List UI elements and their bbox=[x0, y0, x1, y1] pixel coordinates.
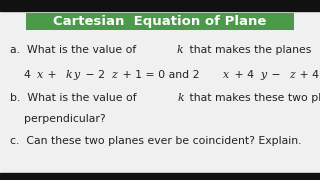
Text: y: y bbox=[260, 70, 266, 80]
Text: x: x bbox=[36, 70, 43, 80]
Bar bbox=[0, 0, 320, 11]
Text: perpendicular?: perpendicular? bbox=[10, 114, 105, 124]
Text: 4: 4 bbox=[10, 70, 30, 80]
Text: +: + bbox=[44, 70, 60, 80]
Text: b.  What is the value of: b. What is the value of bbox=[10, 93, 140, 103]
Text: z: z bbox=[289, 70, 295, 80]
Text: z: z bbox=[111, 70, 117, 80]
Text: y: y bbox=[74, 70, 80, 80]
Text: + 1 = 0 and 2: + 1 = 0 and 2 bbox=[119, 70, 199, 80]
Text: that makes the planes: that makes the planes bbox=[186, 45, 311, 55]
Text: k: k bbox=[178, 93, 184, 103]
Text: x: x bbox=[223, 70, 229, 80]
Text: k: k bbox=[65, 70, 72, 80]
Text: + 4 = 0 parallel?: + 4 = 0 parallel? bbox=[296, 70, 320, 80]
Text: −: − bbox=[268, 70, 284, 80]
Text: c.  Can these two planes ever be coincident? Explain.: c. Can these two planes ever be coincide… bbox=[10, 136, 301, 146]
Text: a.  What is the value of: a. What is the value of bbox=[10, 45, 139, 55]
Text: that makes these two planes: that makes these two planes bbox=[186, 93, 320, 103]
Text: k: k bbox=[177, 45, 184, 55]
FancyBboxPatch shape bbox=[26, 13, 294, 30]
Bar bbox=[0, 173, 320, 180]
Text: Cartesian  Equation of Plane: Cartesian Equation of Plane bbox=[53, 15, 267, 28]
Text: + 4: + 4 bbox=[231, 70, 253, 80]
Text: − 2: − 2 bbox=[82, 70, 105, 80]
